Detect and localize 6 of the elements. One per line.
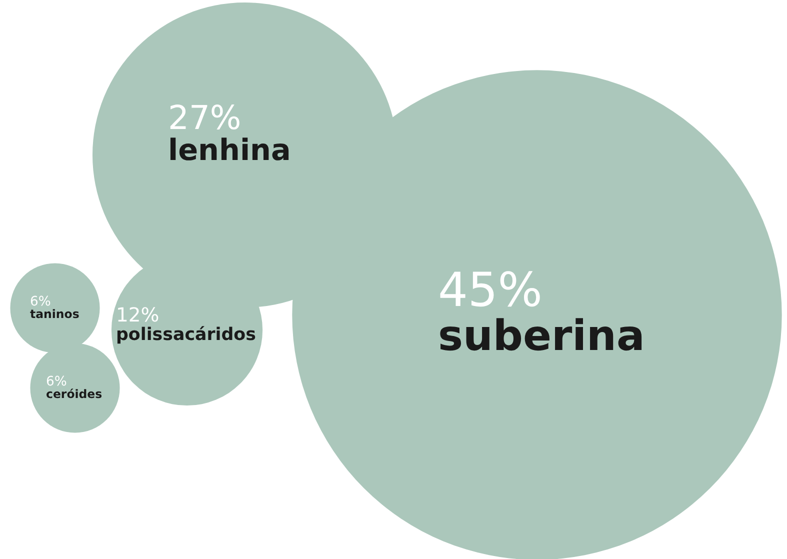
category-label: ceróides [46,387,102,401]
data-label: 12% [116,304,160,327]
data-label: 6% [30,294,51,310]
category-label: polissacáridos [116,325,256,345]
category-label: taninos [30,307,80,321]
data-label: 6% [46,374,67,390]
